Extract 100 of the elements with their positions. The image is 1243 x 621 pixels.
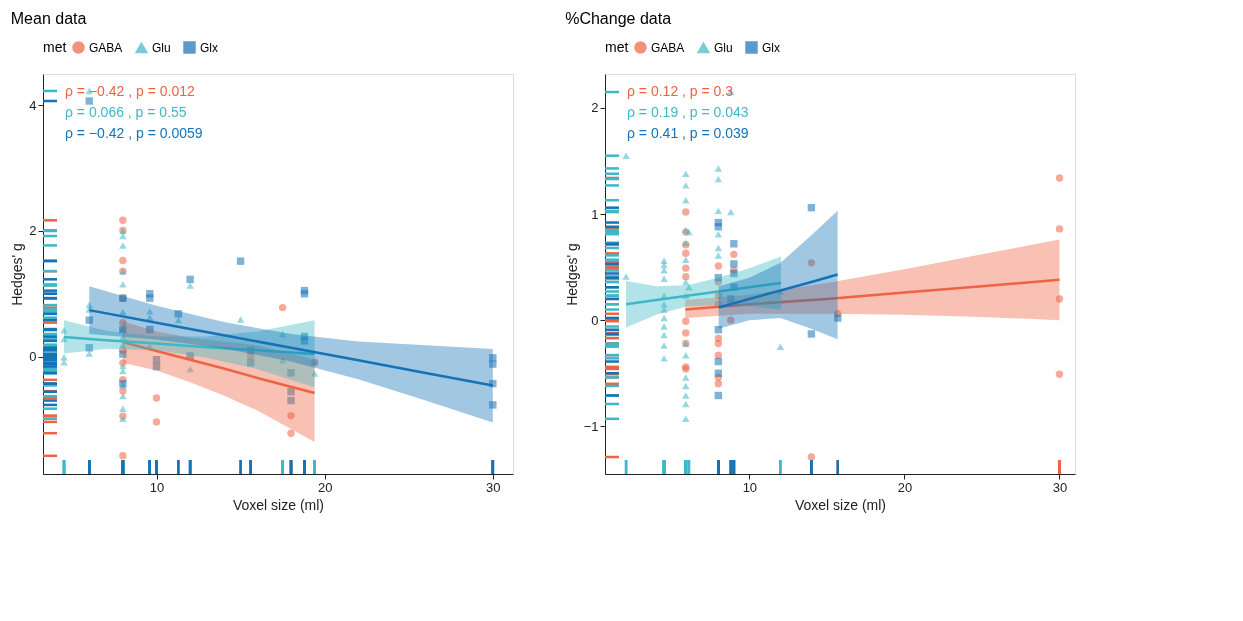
point — [714, 339, 723, 348]
y-tick-label: 0 — [29, 349, 37, 365]
point — [714, 262, 723, 270]
point — [682, 278, 690, 286]
point — [714, 207, 723, 215]
point — [714, 380, 723, 388]
y-tick-label: 0 — [591, 312, 599, 328]
point — [1055, 174, 1064, 182]
point — [660, 355, 668, 362]
point — [119, 367, 127, 375]
point — [682, 382, 690, 390]
point — [714, 244, 723, 252]
point — [682, 256, 690, 263]
x-tick-label: 30 — [1052, 479, 1068, 495]
point — [152, 394, 161, 402]
annotation: ρ = −0.42 , p = 0.012 — [65, 83, 195, 99]
point — [682, 208, 690, 216]
point — [714, 351, 723, 359]
annotation: ρ = 0.41 , p = 0.039 — [627, 125, 749, 141]
point — [714, 175, 723, 183]
x-axis-title: Voxel size (ml) — [232, 496, 325, 513]
point — [1055, 225, 1064, 233]
point — [186, 282, 194, 289]
point — [660, 323, 668, 330]
legend-label: Glu — [714, 40, 733, 55]
line-series — [717, 273, 839, 309]
point — [236, 257, 245, 265]
y-tick-label: 2 — [29, 223, 37, 239]
line-series — [62, 335, 316, 356]
line-series — [624, 281, 783, 306]
point — [730, 240, 738, 248]
point — [119, 242, 127, 249]
x-tick-label: 20 — [897, 479, 913, 495]
y-tick-label: 4 — [29, 97, 37, 113]
point — [682, 392, 690, 399]
x-tick-label: 30 — [486, 479, 501, 495]
point — [682, 249, 690, 258]
point — [152, 418, 161, 426]
point — [682, 182, 690, 189]
point — [714, 231, 723, 238]
y-axis-title: Hedges' g — [9, 243, 26, 306]
point — [776, 343, 785, 350]
point — [682, 415, 690, 423]
point — [682, 400, 690, 408]
point — [682, 272, 690, 281]
point — [714, 165, 723, 172]
legend-label: GABA — [651, 40, 685, 55]
line-series — [121, 340, 316, 395]
point — [807, 453, 816, 461]
point — [660, 342, 668, 349]
point — [682, 264, 690, 272]
point — [278, 303, 287, 312]
point — [287, 429, 295, 437]
point — [682, 374, 690, 381]
legend-label: Glu — [152, 40, 171, 55]
point — [186, 275, 194, 284]
point — [807, 330, 816, 338]
annotation: ρ = 0.12 , p = 0.3 — [627, 83, 734, 99]
y-tick-label: −1 — [583, 418, 599, 434]
annotation: ρ = 0.066 , p = 0.55 — [65, 104, 187, 120]
x-tick-label: 20 — [317, 479, 333, 495]
point — [85, 97, 93, 105]
x-tick-label: 10 — [149, 479, 165, 495]
point — [682, 329, 690, 337]
annotation: ρ = 0.19 , p = 0.043 — [627, 104, 749, 120]
point — [660, 331, 668, 339]
point — [119, 281, 127, 288]
y-tick-label: 1 — [591, 206, 599, 222]
point — [714, 252, 723, 259]
point — [730, 260, 738, 268]
point — [730, 250, 738, 259]
point — [714, 369, 723, 377]
point — [660, 275, 668, 282]
line-series — [684, 278, 1061, 311]
legend-label: Glx — [200, 40, 218, 55]
point — [119, 452, 127, 460]
point — [622, 152, 630, 159]
point — [119, 232, 127, 240]
point — [622, 273, 630, 280]
point — [660, 261, 668, 269]
point — [682, 170, 690, 177]
y-tick-label: 2 — [591, 100, 599, 116]
chart-title: %Change data — [565, 10, 672, 27]
point — [236, 316, 245, 323]
point — [682, 317, 690, 325]
point — [119, 216, 127, 225]
point — [727, 208, 735, 216]
point — [85, 350, 93, 357]
legend-label: Glx — [762, 40, 780, 55]
point — [119, 405, 127, 412]
x-tick-label: 10 — [742, 479, 758, 495]
legend-title: met — [43, 39, 67, 55]
point — [1055, 370, 1064, 378]
point — [119, 256, 127, 265]
y-axis-title: Hedges' g — [563, 243, 580, 306]
annotation: ρ = −0.42 , p = 0.0059 — [65, 125, 203, 141]
point — [146, 294, 154, 302]
legend-label: GABA — [89, 40, 123, 55]
x-axis-title: Voxel size (ml) — [794, 496, 887, 513]
legend-title: met — [605, 39, 629, 55]
